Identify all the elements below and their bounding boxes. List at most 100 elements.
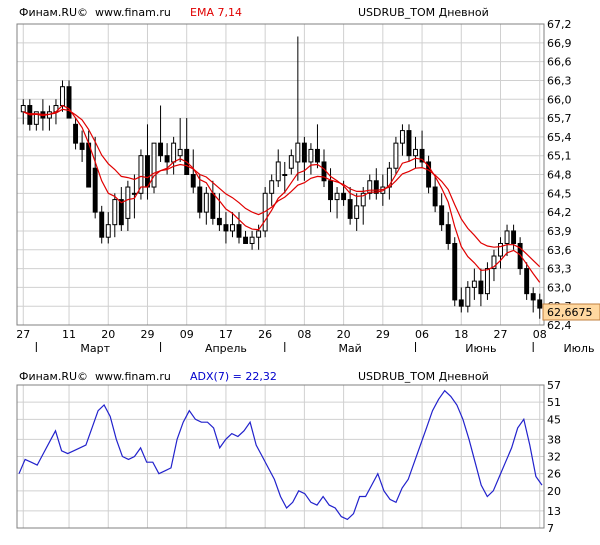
top-x-tick-label: 17 [219, 328, 233, 341]
top-x-tick-label: 08 [533, 328, 547, 341]
candle-body [432, 186, 438, 207]
candle-body [190, 174, 196, 188]
candle-body [236, 224, 242, 238]
candle-body [105, 224, 111, 238]
top-header-indicator: EMA 7,14 [190, 6, 242, 19]
top-y-tick-label: 67,2 [547, 18, 572, 31]
top-x-tick-label: 20 [101, 328, 115, 341]
candles [20, 36, 543, 319]
candle-body [478, 280, 484, 295]
candle-body [203, 192, 209, 213]
top-y-tick-label: 63,3 [547, 263, 572, 276]
candle-body [413, 148, 418, 157]
candle-body [256, 230, 262, 238]
last-price-box [542, 303, 600, 321]
ema-series-line [23, 104, 541, 283]
adx-series-line [18, 389, 543, 521]
top-y-tick-label: 64,2 [547, 206, 572, 219]
top-x-tick-label: 20 [337, 328, 351, 341]
candle-body [537, 299, 543, 309]
top-plot-frame [16, 23, 545, 326]
candle-body [112, 199, 118, 226]
top-y-tick-label: 66,6 [547, 56, 572, 69]
candle-body [125, 186, 131, 219]
top-y-tick-label: 66,0 [547, 93, 572, 106]
top-x-ticks: 27 11 20 29 09 17 26 08 20 29 06 18 27 08 Март Апрель Ма… [16, 328, 594, 355]
bottom-y-tick-label: 32 [547, 451, 561, 464]
top-x-tick-label: 06 [415, 328, 429, 341]
top-header-site: www.finam.ru [95, 6, 171, 19]
candle-body [282, 174, 288, 176]
candle-body [197, 186, 203, 213]
candle-body [145, 155, 150, 188]
top-y-tick-label: 65,1 [547, 150, 572, 163]
candle-body [308, 148, 314, 163]
bottom-header-source: Финам.RU© [19, 370, 88, 383]
candle-body [328, 180, 333, 201]
top-header-source: Финам.RU© [19, 6, 88, 19]
candle-body [92, 167, 98, 213]
candle-body [360, 192, 366, 207]
candle-body [131, 192, 137, 195]
top-y-ticks: 67,2 66,9 66,6 66,3 66,0 65,7 65,4 65,1 64,8 64,5… [547, 18, 572, 332]
candle-body [498, 242, 503, 257]
ema-lines [23, 104, 541, 283]
top-x-tick-label: 11 [62, 328, 76, 341]
candle-body [354, 205, 360, 219]
candle-body [406, 130, 412, 157]
candle-body [73, 123, 79, 144]
candle-body [269, 180, 275, 194]
top-y-tick-label: 63,6 [547, 244, 572, 257]
ema-series-line [23, 108, 541, 268]
bottom-plot-frame [16, 384, 545, 529]
top-x-tick-label: 27 [494, 328, 508, 341]
adx-line [18, 389, 543, 521]
candle-body [471, 280, 477, 288]
candle-body [118, 199, 124, 226]
candle-body [334, 192, 340, 201]
bottom-y-tick-label: 26 [547, 468, 561, 481]
candle-body [223, 224, 229, 232]
candle-body [445, 224, 451, 244]
bottom-y-tick-label: 38 [547, 433, 561, 446]
top-x-tick-label: 29 [376, 328, 390, 341]
candle-body [426, 161, 432, 188]
bottom-y-tick-label: 7 [547, 522, 554, 535]
candle-body [86, 142, 92, 188]
candle-body [275, 161, 281, 182]
top-x-tick-label: 18 [454, 328, 468, 341]
candle-body [151, 142, 157, 188]
candle-body [347, 199, 353, 219]
month-label: Июль [563, 342, 594, 355]
candle-body [458, 299, 464, 307]
candle-body [393, 142, 399, 169]
candle-body [164, 155, 170, 163]
bottom-y-tick-label: 20 [547, 485, 561, 498]
top-x-tick-label: 09 [180, 328, 194, 341]
candle-body [60, 86, 65, 107]
candle-body [373, 180, 379, 194]
month-label: Апрель [205, 342, 247, 355]
candle-body [524, 268, 530, 295]
top-y-tick-label: 66,9 [547, 37, 572, 50]
top-y-tick-label: 62,4 [547, 319, 572, 332]
candle-body [216, 217, 222, 226]
bottom-header-site: www.finam.ru [95, 370, 171, 383]
candle-body [66, 86, 72, 119]
candle-body [439, 205, 445, 226]
top-header-instrument: USDRUB_TOM Дневной [358, 6, 489, 19]
candle-body [484, 268, 490, 295]
top-y-tick-label: 63,9 [547, 225, 572, 238]
month-label: Июнь [465, 342, 496, 355]
top-x-tick-label: 26 [258, 328, 272, 341]
candle-body [367, 180, 373, 194]
candle-body [138, 155, 144, 194]
candle-body [230, 224, 235, 232]
top-y-tick-label: 64,5 [547, 187, 572, 200]
top-y-tick-label: 66,3 [547, 74, 572, 87]
bottom-header-instrument: USDRUB_TOM Дневной [358, 370, 489, 383]
candle-body [511, 230, 517, 244]
top-x-tick-label: 08 [297, 328, 311, 341]
